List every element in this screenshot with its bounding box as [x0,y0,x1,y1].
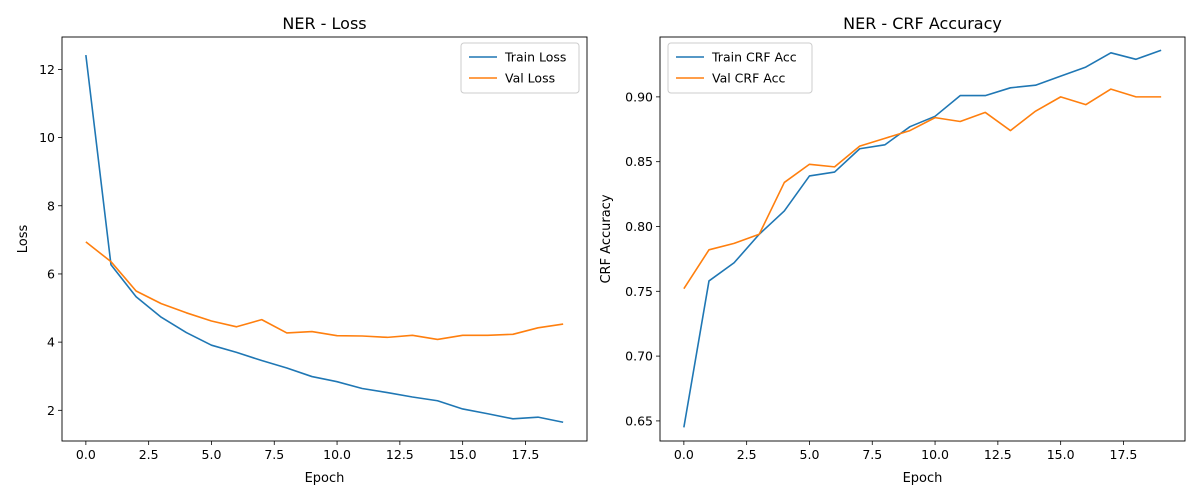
x-axis-label: Epoch [305,471,345,486]
y-tick-label: 2 [47,403,55,418]
legend-entry: Val Loss [505,71,555,86]
x-tick-label: 0.0 [76,447,96,462]
y-tick-label: 8 [47,198,55,213]
series-line-1 [683,88,1162,290]
legend-entry: Train CRF Acc [711,50,797,65]
crf-accuracy-chart: NER - CRF Accuracy 0.0 2.5 5.0 7.5 10.0 12.5 15… [599,14,1186,486]
y-tick-label: 12 [39,62,55,77]
plot-frame [659,36,1186,442]
x-tick-label: 10.0 [921,447,949,462]
x-tick-label: 5.0 [800,447,820,462]
y-tick-label: 6 [47,266,55,281]
legend-box [667,42,813,94]
y-tick-label: 10 [39,130,55,145]
x-tick-label: 2.5 [139,447,159,462]
legend-entry: Val CRF Acc [712,71,785,86]
y-tick-label: 0.90 [625,89,653,104]
x-tick-label: 12.5 [984,447,1012,462]
legend-entry: Train Loss [504,50,566,65]
x-tick-label: 17.5 [512,447,540,462]
series-line-1 [85,241,564,341]
x-tick-label: 15.0 [1047,447,1075,462]
x-tick-label: 12.5 [386,447,414,462]
legend: Train Loss Val Loss [460,42,580,94]
y-axis-label: Loss [16,225,31,254]
x-tick-label: 2.5 [737,447,757,462]
chart-title: NER - CRF Accuracy [843,14,1002,33]
x-tick-label: 7.5 [862,447,882,462]
y-tick-label: 0.80 [625,219,653,234]
legend: Train CRF Acc Val CRF Acc [667,42,813,94]
x-tick-label: 15.0 [449,447,477,462]
x-tick-label: 7.5 [264,447,284,462]
y-tick-label: 0.75 [625,284,653,299]
chart-title: NER - Loss [282,14,366,33]
series-line-0 [85,54,564,424]
y-tick-label: 0.65 [625,413,653,428]
x-tick-label: 5.0 [202,447,222,462]
series-line-0 [683,49,1162,428]
x-tick-label: 17.5 [1110,447,1138,462]
plot-frame [61,36,588,442]
loss-chart: NER - Loss 0.0 2.5 5.0 7.5 10.0 12.5 15.0 17.5 2 4… [16,14,588,486]
x-tick-label: 10.0 [323,447,351,462]
x-tick-label: 0.0 [674,447,694,462]
y-axis-label: CRF Accuracy [599,194,614,283]
legend-box [460,42,580,94]
y-tick-label: 0.70 [625,349,653,364]
y-tick-label: 4 [47,335,55,350]
y-tick-label: 0.85 [625,154,653,169]
x-axis-label: Epoch [903,471,943,486]
